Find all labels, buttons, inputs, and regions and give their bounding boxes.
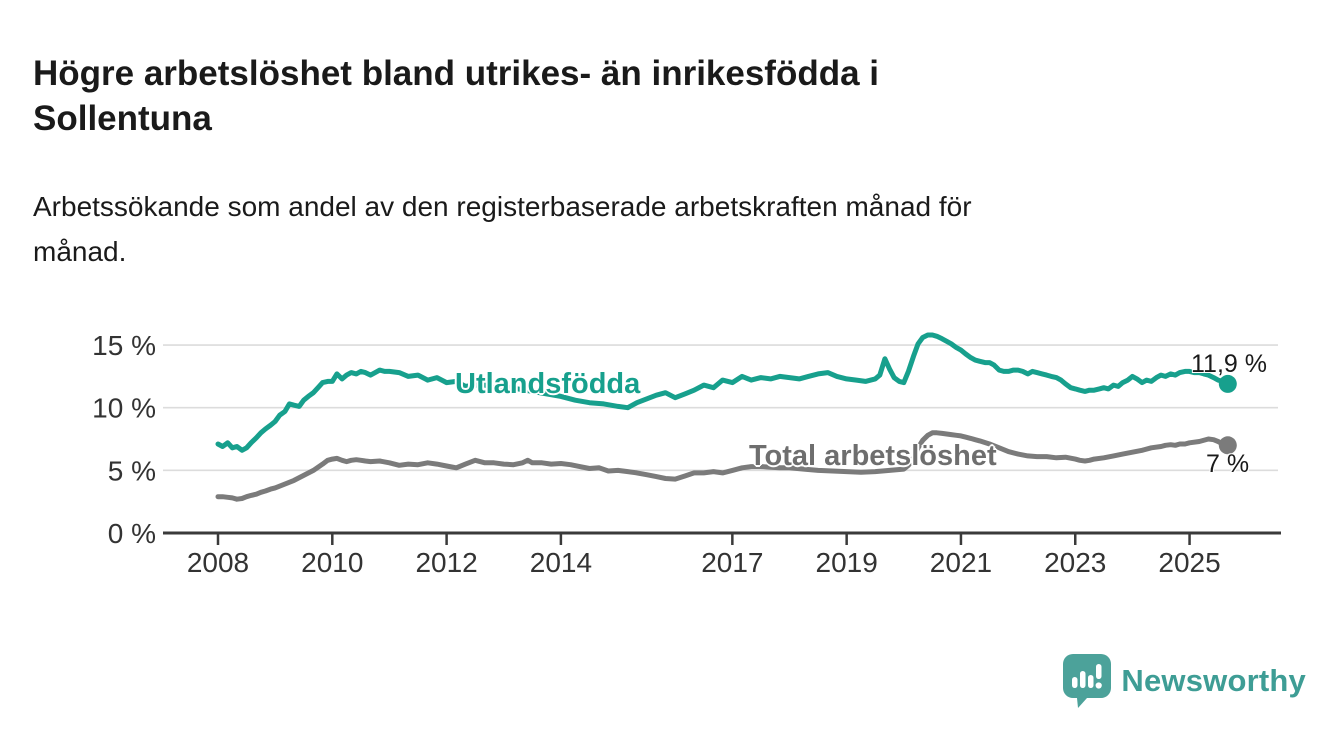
x-tick-label: 2019 bbox=[816, 547, 878, 578]
y-tick-label: 10 % bbox=[92, 393, 156, 424]
subtitle-line-2: månad. bbox=[33, 236, 127, 267]
series-label-utlandsfodda: Utlandsfödda bbox=[455, 368, 641, 400]
x-tick-label: 2017 bbox=[701, 547, 763, 578]
page-title: Högre arbetslöshet bland utrikes- än inr… bbox=[33, 51, 879, 141]
utlandsfodda-line bbox=[215, 332, 1231, 453]
y-tick-label: 0 % bbox=[108, 518, 156, 549]
end-value-total: 7 % bbox=[1206, 450, 1250, 478]
x-tick-label: 2008 bbox=[187, 547, 249, 578]
title-line-1: Högre arbetslöshet bland utrikes- än inr… bbox=[33, 54, 880, 94]
total-line bbox=[215, 430, 1231, 502]
subtitle-line-1: Arbetssökande som andel av den registerb… bbox=[33, 191, 972, 222]
newsworthy-logo-text: Newsworthy bbox=[1121, 663, 1306, 698]
newsworthy-bubble-chart-icon bbox=[1063, 654, 1112, 708]
total-end-dot bbox=[1218, 436, 1237, 455]
y-tick-label: 15 % bbox=[92, 330, 156, 361]
end-value-utlandsfodda: 11,9 % bbox=[1191, 350, 1267, 378]
title-line-2: Sollentuna bbox=[33, 99, 212, 139]
newsworthy-logo[interactable]: Newsworthy bbox=[1063, 654, 1306, 708]
x-tick-label: 2012 bbox=[415, 547, 477, 578]
chart-subtitle: Arbetssökande som andel av den registerb… bbox=[33, 184, 972, 274]
utlandsfodda-end-dot bbox=[1218, 374, 1237, 393]
series-label-total: Total arbetslöshet bbox=[749, 440, 997, 472]
x-tick-label: 2014 bbox=[530, 547, 592, 578]
x-tick-label: 2021 bbox=[930, 547, 992, 578]
x-tick-label: 2023 bbox=[1044, 547, 1106, 578]
x-tick-label: 2010 bbox=[301, 547, 363, 578]
x-tick-label: 2025 bbox=[1158, 547, 1220, 578]
y-tick-label: 5 % bbox=[108, 455, 156, 486]
